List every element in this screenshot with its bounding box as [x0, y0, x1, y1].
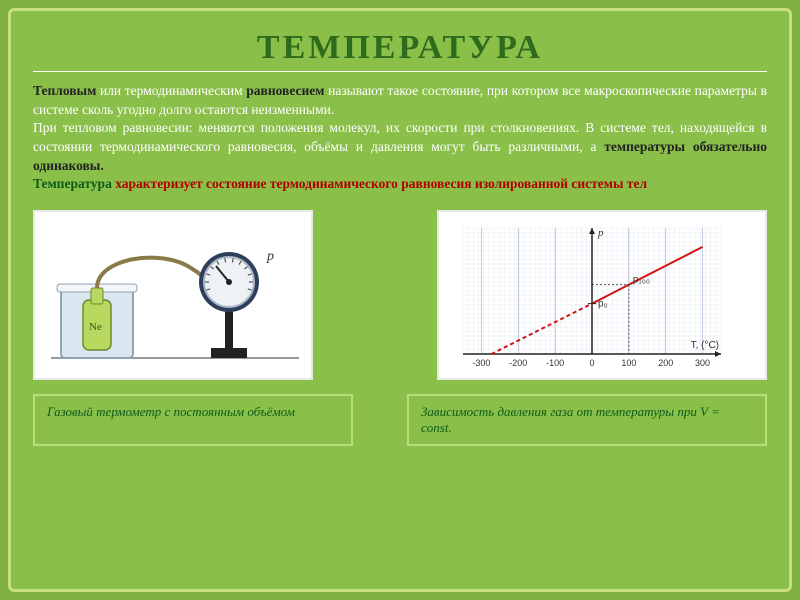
svg-text:T, (°C): T, (°C): [691, 340, 719, 351]
svg-text:200: 200: [658, 358, 673, 368]
p3a: Температура: [33, 176, 112, 191]
caption-left: Газовый термометр с постоянным объёмом: [33, 394, 353, 446]
paragraph-1: Тепловым или термодинамическим равновеси…: [33, 82, 767, 119]
svg-text:p: p: [597, 227, 604, 239]
svg-text:p: p: [266, 249, 274, 264]
cap-r-i: V: [700, 404, 708, 419]
svg-text:Ne: Ne: [89, 321, 102, 333]
figures-row: Ne p -300 -200 -100 0 100 200 300 p₀ p₁₀₀ p T, (°C): [33, 210, 767, 380]
caption-right: Зависимость давления газа от температуры…: [407, 394, 767, 446]
slide-title: ТЕМПЕРАТУРА: [33, 29, 767, 67]
svg-text:-300: -300: [472, 358, 490, 368]
svg-text:0: 0: [589, 358, 594, 368]
cap-r-a: Зависимость давления газа от температуры…: [421, 404, 700, 419]
svg-text:p₀: p₀: [598, 298, 608, 309]
paragraph-3: Температура характеризует состояние терм…: [33, 175, 767, 194]
slide-frame: ТЕМПЕРАТУРА Тепловым или термодинамическ…: [8, 8, 792, 592]
svg-text:-200: -200: [509, 358, 527, 368]
p3b: характеризует состояние термодинамическо…: [112, 176, 647, 191]
captions-row: Газовый термометр с постоянным объёмом З…: [33, 394, 767, 446]
thermometer-figure: Ne p: [33, 210, 313, 380]
title-divider: [33, 71, 767, 72]
pressure-chart: -300 -200 -100 0 100 200 300 p₀ p₁₀₀ p T, (°C): [437, 210, 767, 380]
svg-text:-100: -100: [546, 358, 564, 368]
svg-text:100: 100: [621, 358, 636, 368]
term-equilibrium: равновесием: [243, 83, 328, 98]
svg-text:300: 300: [695, 358, 710, 368]
paragraph-2: При тепловом равновесии: меняются положе…: [33, 119, 767, 175]
p1b: или термодинамическим: [100, 83, 243, 98]
svg-text:p₁₀₀: p₁₀₀: [633, 274, 650, 285]
term-thermal: Тепловым: [33, 83, 100, 98]
